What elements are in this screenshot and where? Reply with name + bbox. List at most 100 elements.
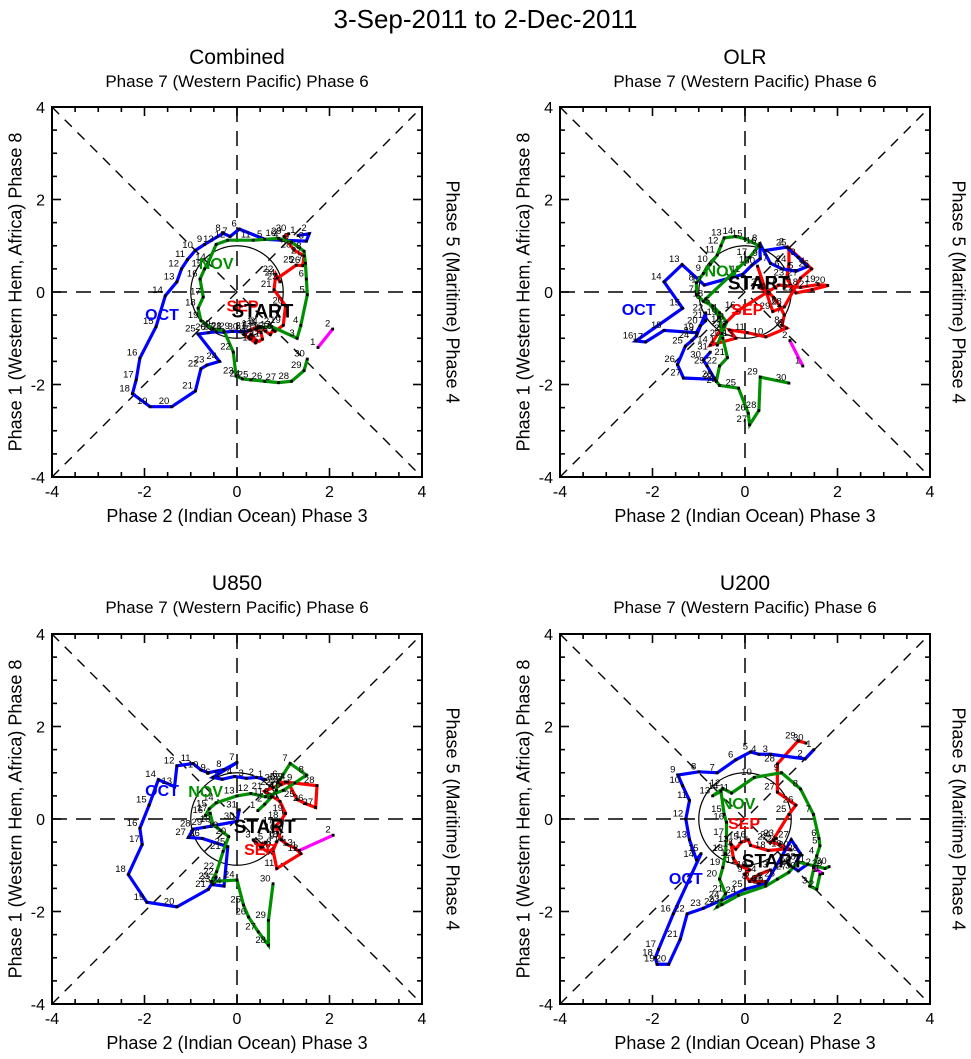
svg-text:23: 23 bbox=[267, 271, 278, 282]
svg-text:START: START bbox=[728, 274, 790, 295]
svg-text:19: 19 bbox=[134, 892, 145, 903]
panel-u200-bottom-axis-label: Phase 2 (Indian Ocean) Phase 3 bbox=[614, 1033, 876, 1053]
svg-text:10: 10 bbox=[266, 228, 277, 239]
svg-text:9: 9 bbox=[670, 765, 675, 776]
svg-text:27: 27 bbox=[776, 862, 787, 873]
svg-text:1: 1 bbox=[806, 739, 811, 750]
svg-text:-2: -2 bbox=[31, 378, 45, 395]
svg-text:21: 21 bbox=[182, 380, 193, 391]
svg-text:27: 27 bbox=[303, 797, 314, 808]
svg-text:0: 0 bbox=[741, 484, 750, 501]
svg-text:OCT: OCT bbox=[145, 783, 179, 800]
svg-text:25: 25 bbox=[776, 804, 787, 815]
svg-text:23: 23 bbox=[774, 268, 785, 279]
svg-text:0: 0 bbox=[233, 1011, 242, 1028]
svg-text:16: 16 bbox=[713, 812, 724, 823]
svg-text:10: 10 bbox=[242, 332, 253, 343]
svg-text:4: 4 bbox=[273, 230, 278, 241]
svg-text:11: 11 bbox=[726, 855, 736, 866]
svg-text:27: 27 bbox=[266, 372, 277, 383]
svg-text:28: 28 bbox=[787, 843, 798, 854]
svg-text:5: 5 bbox=[766, 287, 771, 298]
svg-text:23: 23 bbox=[683, 325, 694, 336]
svg-text:SEP: SEP bbox=[227, 298, 259, 315]
svg-text:3: 3 bbox=[289, 328, 294, 339]
svg-text:15: 15 bbox=[711, 804, 722, 815]
svg-text:13: 13 bbox=[669, 254, 680, 265]
svg-text:17: 17 bbox=[766, 275, 777, 286]
svg-text:4: 4 bbox=[418, 1011, 427, 1028]
svg-text:11: 11 bbox=[241, 230, 251, 241]
svg-text:20: 20 bbox=[687, 315, 698, 326]
svg-text:7: 7 bbox=[298, 253, 303, 264]
svg-text:25: 25 bbox=[238, 369, 249, 380]
svg-text:2: 2 bbox=[714, 323, 719, 334]
svg-text:19: 19 bbox=[683, 322, 694, 333]
svg-text:13: 13 bbox=[700, 785, 711, 796]
svg-text:18: 18 bbox=[268, 810, 279, 821]
svg-text:20: 20 bbox=[216, 826, 227, 837]
svg-text:1: 1 bbox=[290, 225, 295, 236]
svg-text:23: 23 bbox=[709, 894, 720, 905]
svg-text:12: 12 bbox=[710, 778, 721, 789]
svg-text:24: 24 bbox=[229, 368, 240, 379]
svg-text:1: 1 bbox=[310, 337, 315, 348]
svg-text:22: 22 bbox=[704, 896, 715, 907]
svg-text:25: 25 bbox=[776, 238, 787, 249]
svg-text:6: 6 bbox=[253, 837, 258, 848]
svg-text:3: 3 bbox=[238, 768, 243, 779]
svg-text:19: 19 bbox=[270, 315, 281, 326]
svg-text:4: 4 bbox=[926, 484, 935, 501]
svg-text:5: 5 bbox=[743, 741, 748, 752]
svg-text:16: 16 bbox=[623, 331, 634, 342]
panel-title-olr: OLR bbox=[723, 46, 767, 69]
svg-text:3: 3 bbox=[763, 859, 768, 870]
svg-text:26: 26 bbox=[235, 907, 246, 918]
svg-text:25: 25 bbox=[753, 876, 764, 887]
svg-text:2: 2 bbox=[779, 237, 784, 248]
svg-text:19: 19 bbox=[188, 310, 199, 321]
svg-text:SEP: SEP bbox=[731, 302, 763, 319]
svg-text:26: 26 bbox=[290, 255, 301, 266]
svg-text:29: 29 bbox=[291, 360, 302, 371]
svg-text:14: 14 bbox=[723, 839, 734, 850]
svg-text:NOV: NOV bbox=[188, 784, 223, 801]
svg-text:2: 2 bbox=[782, 330, 787, 341]
svg-text:22: 22 bbox=[260, 777, 271, 788]
svg-text:18: 18 bbox=[642, 947, 653, 958]
svg-text:4: 4 bbox=[293, 315, 298, 326]
svg-text:11: 11 bbox=[705, 245, 715, 256]
svg-text:4: 4 bbox=[712, 302, 717, 313]
svg-text:26: 26 bbox=[783, 795, 794, 806]
svg-text:4: 4 bbox=[418, 484, 427, 501]
svg-text:3: 3 bbox=[299, 231, 304, 242]
svg-text:7: 7 bbox=[282, 753, 287, 764]
svg-text:20: 20 bbox=[656, 954, 667, 965]
svg-text:1: 1 bbox=[292, 840, 297, 851]
svg-text:23: 23 bbox=[703, 371, 714, 382]
svg-text:2: 2 bbox=[301, 223, 306, 234]
panel-u850-bottom-axis-label: Phase 2 (Indian Ocean) Phase 3 bbox=[106, 1033, 368, 1053]
svg-text:1: 1 bbox=[250, 800, 255, 811]
svg-text:0: 0 bbox=[36, 285, 45, 302]
svg-text:31: 31 bbox=[226, 799, 237, 810]
svg-text:30: 30 bbox=[276, 223, 287, 234]
svg-text:30: 30 bbox=[260, 873, 271, 884]
svg-text:8: 8 bbox=[296, 241, 301, 252]
svg-text:4: 4 bbox=[269, 780, 274, 791]
svg-text:17: 17 bbox=[737, 247, 748, 258]
svg-text:16: 16 bbox=[735, 829, 746, 840]
svg-text:28: 28 bbox=[746, 400, 757, 411]
svg-text:18: 18 bbox=[651, 320, 662, 331]
svg-text:3: 3 bbox=[719, 312, 724, 323]
svg-text:28: 28 bbox=[281, 239, 292, 250]
svg-text:11: 11 bbox=[250, 329, 260, 340]
svg-text:19: 19 bbox=[137, 396, 148, 407]
svg-text:27: 27 bbox=[291, 245, 302, 256]
svg-text:5: 5 bbox=[270, 772, 275, 783]
svg-text:24: 24 bbox=[206, 351, 217, 362]
svg-text:NOV: NOV bbox=[705, 264, 740, 281]
svg-text:15: 15 bbox=[196, 798, 207, 809]
svg-text:25: 25 bbox=[725, 378, 736, 389]
